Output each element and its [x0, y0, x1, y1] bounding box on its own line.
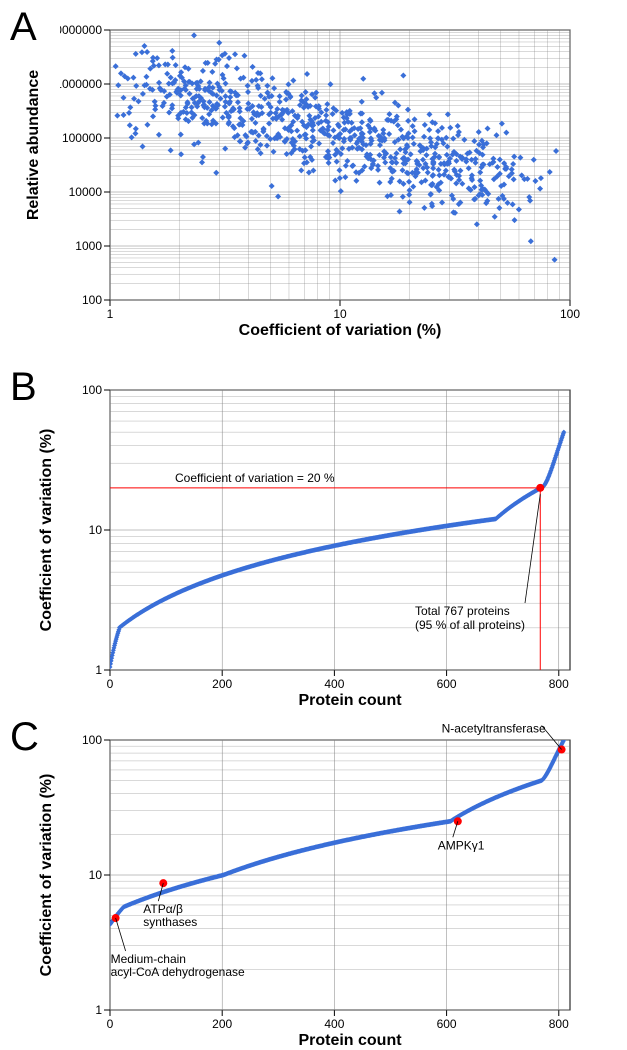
svg-text:100: 100	[82, 383, 102, 397]
svg-text:10: 10	[333, 307, 347, 321]
svg-text:600: 600	[437, 1017, 457, 1031]
panel-a-chart: 1 10 100 100 1000 10000 100000 1000000 10000000	[60, 20, 580, 340]
svg-text:200: 200	[212, 1017, 232, 1031]
svg-text:100: 100	[82, 293, 102, 307]
svg-text:1: 1	[107, 307, 114, 321]
svg-text:ATPα/β: ATPα/β	[143, 902, 183, 916]
svg-text:100: 100	[560, 307, 580, 321]
panel-c-ylabel: Coefficient of variation (%)	[38, 765, 56, 985]
svg-text:Coefficient of variation = 20: Coefficient of variation = 20 %	[175, 471, 335, 485]
svg-text:100000: 100000	[62, 131, 102, 145]
figure-container: A 11010010010001000010000010000001000000…	[0, 0, 627, 1050]
panel-b-xlabel: Protein count	[280, 692, 420, 710]
svg-text:synthases: synthases	[143, 915, 197, 929]
svg-text:Total 767 proteins: Total 767 proteins	[415, 604, 510, 618]
svg-text:1000000: 1000000	[60, 77, 102, 91]
svg-text:600: 600	[437, 677, 457, 691]
svg-text:0: 0	[107, 1017, 114, 1031]
panel-a-ylabel: Relative abundance	[25, 45, 43, 245]
panel-a-label: A	[10, 5, 37, 50]
panel-c-chart: 0 200 400 600 800 1 10 100 Medium-chainacyl-CoA …	[60, 720, 590, 1050]
svg-text:1000: 1000	[75, 239, 102, 253]
svg-text:200: 200	[212, 677, 232, 691]
svg-text:800: 800	[549, 1017, 569, 1031]
svg-text:(95 % of all proteins): (95 % of all proteins)	[415, 618, 525, 632]
svg-text:10: 10	[89, 523, 103, 537]
svg-text:AMPKγ1: AMPKγ1	[438, 838, 485, 852]
panel-b-ylabel: Coefficient of variation (%)	[38, 420, 56, 640]
panel-b-label: B	[10, 365, 37, 410]
svg-text:10: 10	[89, 868, 103, 882]
svg-text:1: 1	[95, 663, 102, 677]
svg-text:1: 1	[95, 1003, 102, 1017]
svg-text:400: 400	[324, 1017, 344, 1031]
svg-text:400: 400	[324, 677, 344, 691]
svg-text:Medium-chain: Medium-chain	[111, 952, 186, 966]
svg-text:N-acetyltransferase: N-acetyltransferase	[442, 722, 546, 736]
panel-b-chart: 0 200 400 600 800 1 10 100 Coefficient of variat…	[60, 380, 580, 710]
panel-c-xlabel: Protein count	[280, 1032, 420, 1050]
svg-text:100: 100	[82, 733, 102, 747]
svg-text:acyl-CoA dehydrogenase: acyl-CoA dehydrogenase	[111, 965, 245, 979]
svg-text:10000: 10000	[69, 185, 103, 199]
svg-text:800: 800	[549, 677, 569, 691]
panel-a-xlabel: Coefficient of variation (%)	[230, 322, 450, 340]
svg-text:10000000: 10000000	[60, 23, 102, 37]
panel-c-label: C	[10, 715, 39, 760]
svg-text:0: 0	[107, 677, 114, 691]
